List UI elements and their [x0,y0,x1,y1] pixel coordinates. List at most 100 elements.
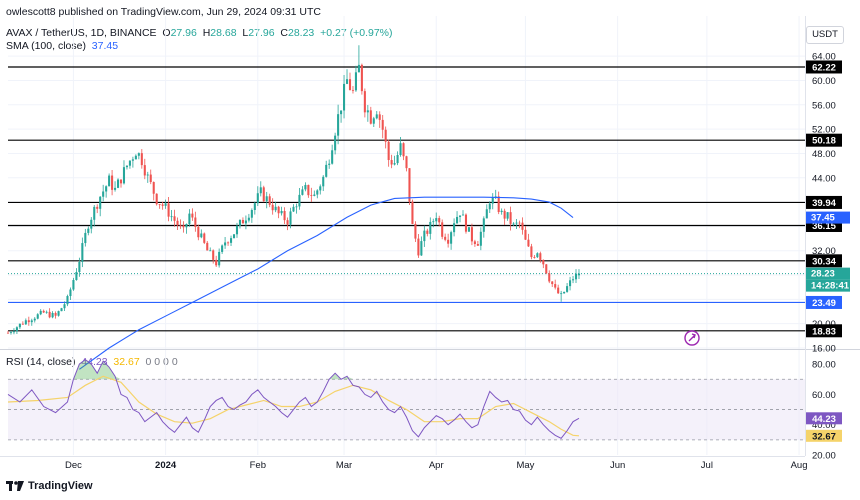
candle-body [241,219,244,224]
candle-body [411,201,414,224]
candle-body [521,222,524,230]
horizontal-levels [8,66,805,332]
price-tick-label: 32.00 [812,246,836,257]
candle-body [524,229,527,240]
level-tag [806,254,842,268]
candle-body [215,259,218,266]
candle-body [313,194,316,196]
candle-body [33,318,36,321]
candle-body [375,114,378,119]
candle-body [191,213,194,218]
candle-body [51,312,54,318]
candle-body [414,223,417,239]
candle-body [542,259,545,265]
candle-body [206,242,209,251]
candle-body [408,168,411,202]
price-tag [806,279,850,292]
time-axis: Dec 2024 Feb Mar Apr May Jun Jul Aug [65,460,808,471]
rsi-tag-label: 44.23 [812,414,836,425]
candle-body [250,209,253,218]
candle-body [84,232,87,244]
price-tick-label: 52.00 [812,125,836,136]
candle-body [348,79,352,90]
candle-body [227,242,230,244]
candle-body [393,163,396,165]
level-tag [806,295,842,309]
candle-body [569,280,572,287]
candle-body [316,190,319,195]
candle-body [274,206,277,211]
candle-body [396,155,399,164]
candle-body [45,311,48,313]
candle-body [54,312,57,316]
level-tag-label: 39.94 [812,198,836,209]
candle-body [381,119,384,130]
candle-body [432,221,435,223]
candle-body [360,64,363,92]
candle-body [548,273,551,282]
candle-body [235,225,239,235]
currency-button[interactable]: USDT [806,26,844,44]
candle-body [458,215,462,217]
candle-body [372,118,375,124]
candle-body [232,234,236,239]
open-label: O [162,27,171,39]
candle-body [176,220,179,226]
candle-body [491,197,494,204]
candle-body [203,233,206,243]
candle-body [476,243,479,246]
candle-body [230,238,233,243]
rsi-lines [7,358,580,439]
candle-body [200,233,203,238]
candle-body [143,165,146,176]
rsi-polyline [7,358,580,439]
candle-body [423,230,426,242]
change-value: +0.27 (+0.97%) [320,27,393,39]
candle-body [280,210,283,214]
candle-body [485,209,488,219]
level-tag [806,60,842,74]
candle-body [167,203,170,217]
candle-body [337,114,340,136]
candle-body [21,323,24,325]
candle-body [343,83,346,111]
level-tag-label: 18.83 [812,326,836,337]
candle-body [152,182,155,194]
candle-body [66,296,69,305]
candle-body [470,227,473,242]
candlesticks [6,45,581,335]
candle-body [170,216,173,218]
candle-body [456,216,459,224]
candle-body [140,153,143,166]
candle-body [114,187,117,190]
time-tick-label: Apr [429,460,444,471]
candle-body [307,184,310,196]
candle-body [482,218,485,232]
rsi-tag [806,412,842,425]
candle-body [185,224,188,228]
candle-body [9,332,13,334]
candle-body [265,196,268,202]
candle-body [90,219,93,229]
time-tick-label: Jul [701,460,713,471]
tradingview-logo-icon [6,480,24,492]
candle-body [286,220,289,225]
candle-body [384,129,387,142]
candle-body [304,184,307,190]
close-label: C [280,27,288,39]
candle-body [42,310,45,313]
candle-body [506,212,509,219]
candle-body [340,110,343,115]
candle-body [137,153,140,156]
candle-body [441,222,444,237]
candle-body [149,174,152,183]
time-tick-label: Dec [65,460,82,471]
level-tag [806,324,842,338]
sma-legend: SMA (100, close) 37.45 [6,40,118,52]
candle-body [426,230,429,234]
candle-body [328,163,331,165]
level-tag-label: 50.18 [812,136,836,147]
candle-body [48,311,51,318]
candle-body [557,287,560,294]
price-tick-label: 48.00 [812,149,836,160]
